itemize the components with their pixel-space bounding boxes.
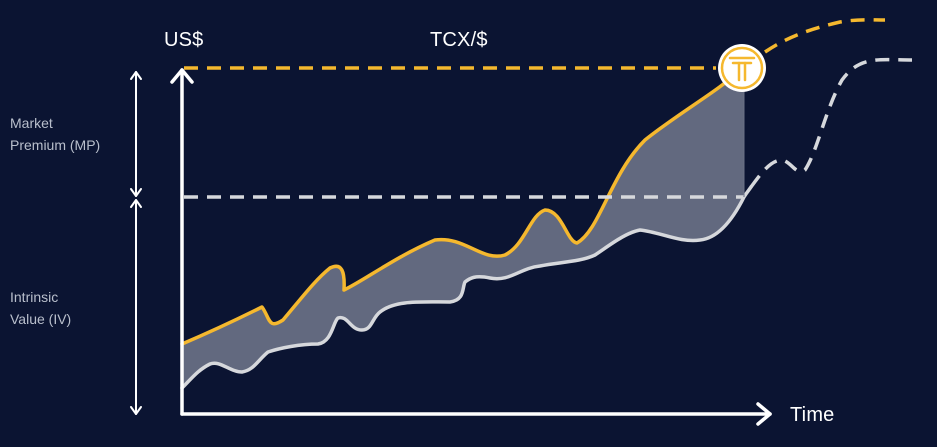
intrinsic-value-label: Intrinsic Value (IV) [10, 286, 71, 330]
x-axis-label: Time [790, 404, 835, 426]
market-premium-label-line2: Premium (MP) [10, 137, 101, 153]
tcx-token-logo [718, 44, 766, 92]
intrinsic-value-bracket [130, 199, 142, 415]
axes [170, 68, 772, 426]
market-price-curve [180, 68, 742, 346]
bracket-arrow-up-icon [130, 71, 142, 80]
y-axis-unit-label: US$ [164, 29, 204, 51]
market-premium-area [182, 70, 744, 388]
intrinsic-value-projection [749, 57, 913, 189]
bracket-arrow-up-icon [130, 199, 142, 208]
bracket-arrow-down-icon [130, 188, 142, 197]
intrinsic-value-label-line1: Intrinsic [10, 289, 59, 305]
token-rate-label: TCX/$ [430, 29, 488, 51]
market-premium-label-line1: Market [10, 115, 53, 131]
bracket-arrow-down-icon [130, 406, 142, 415]
y-axis-arrowhead [170, 68, 194, 84]
x-axis-arrowhead [756, 402, 772, 426]
market-premium-label: Market Premium (MP) [10, 112, 100, 156]
intrinsic-value-label-line2: Value (IV) [10, 311, 72, 327]
intrinsic-value-curve [180, 185, 753, 390]
t-glyph-icon [728, 56, 756, 82]
market-price-projection [764, 18, 886, 54]
market-premium-bracket [130, 71, 142, 197]
